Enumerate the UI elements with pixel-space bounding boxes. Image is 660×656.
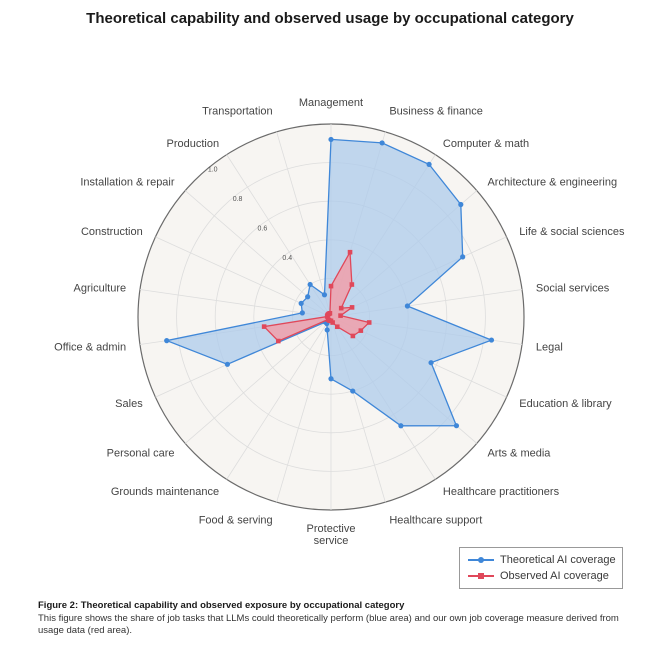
point-observed bbox=[327, 310, 333, 316]
grid-spoke bbox=[276, 131, 332, 318]
category-label: Life & social sciences bbox=[519, 226, 625, 238]
category-label: Personal care bbox=[107, 448, 175, 460]
point-observed bbox=[338, 305, 344, 311]
point-theoretical bbox=[350, 388, 356, 394]
point-observed bbox=[261, 324, 267, 329]
point-theoretical bbox=[453, 423, 460, 429]
point-theoretical bbox=[426, 161, 432, 167]
point-theoretical bbox=[458, 201, 464, 208]
category-label: Education & library bbox=[519, 398, 612, 410]
category-label: Grounds maintenance bbox=[111, 486, 219, 498]
point-theoretical bbox=[404, 303, 411, 309]
category-label: Food & serving bbox=[199, 515, 273, 527]
legend-item-observed: Observed AI coverage bbox=[468, 569, 609, 583]
category-label: Sales bbox=[115, 398, 143, 410]
point-theoretical bbox=[328, 376, 334, 382]
point-observed bbox=[366, 320, 372, 325]
category-label: Architecture & engineering bbox=[487, 176, 617, 188]
category-label: Arts & media bbox=[487, 448, 551, 460]
point-observed bbox=[328, 283, 334, 289]
point-theoretical bbox=[488, 337, 495, 343]
grid-spoke bbox=[139, 289, 332, 318]
category-label: Computer & math bbox=[443, 138, 529, 150]
category-labels: Management Business & finance Computer & m… bbox=[54, 97, 625, 547]
point-theoretical bbox=[379, 140, 385, 146]
point-observed bbox=[347, 249, 353, 255]
radial-tick-label: 0.6 bbox=[258, 225, 268, 232]
grid-spoke bbox=[226, 316, 332, 480]
category-label: Healthcare support bbox=[389, 515, 482, 527]
point-theoretical bbox=[428, 360, 434, 366]
caption-body: This figure shows the share of job tasks… bbox=[38, 612, 619, 637]
point-observed bbox=[276, 338, 281, 344]
category-label: Installation & repair bbox=[80, 176, 174, 188]
grid-spoke bbox=[276, 316, 332, 503]
radar-series bbox=[164, 136, 495, 429]
point-theoretical bbox=[164, 338, 170, 344]
point-theoretical bbox=[307, 281, 313, 288]
legend-swatch-observed bbox=[468, 571, 494, 581]
grid-spoke bbox=[184, 316, 332, 444]
legend-label-theoretical: Theoretical AI coverage bbox=[500, 554, 616, 566]
legend-label-observed: Observed AI coverage bbox=[500, 570, 609, 582]
category-label: Production bbox=[166, 138, 219, 150]
legend-swatch-theoretical bbox=[468, 555, 494, 565]
point-observed bbox=[338, 313, 343, 318]
point-theoretical bbox=[324, 327, 330, 333]
point-theoretical bbox=[299, 310, 305, 316]
category-label: Healthcare practitioners bbox=[443, 486, 560, 498]
point-observed bbox=[325, 317, 331, 322]
category-label: Protective service bbox=[307, 523, 356, 547]
point-theoretical bbox=[328, 136, 334, 143]
chart-title: Theoretical capability and observed usag… bbox=[86, 10, 574, 27]
point-theoretical bbox=[224, 361, 231, 367]
point-observed bbox=[350, 333, 356, 339]
radial-tick-label: 0.8 bbox=[233, 196, 243, 203]
chart-legend: Theoretical AI coverage Observed AI cove… bbox=[459, 547, 623, 589]
point-theoretical bbox=[321, 292, 328, 298]
point-theoretical bbox=[305, 294, 311, 300]
category-label: Office & admin bbox=[54, 341, 126, 353]
point-theoretical bbox=[398, 423, 404, 429]
category-label: Social services bbox=[536, 283, 610, 295]
category-label: Agriculture bbox=[74, 283, 127, 295]
category-label: Construction bbox=[81, 226, 143, 238]
radial-tick-label: 0.4 bbox=[282, 255, 292, 262]
figure-caption: Figure 2: Theoretical capability and obs… bbox=[38, 600, 638, 638]
legend-item-theoretical: Theoretical AI coverage bbox=[468, 553, 616, 567]
category-label: Business & finance bbox=[389, 105, 483, 117]
point-theoretical bbox=[460, 254, 466, 260]
point-observed bbox=[358, 328, 364, 333]
radar-chart: 0.4 0.6 0.8 1.0 Management Business & financ… bbox=[54, 97, 625, 547]
category-label: Management bbox=[299, 97, 363, 109]
radial-tick-label: 1.0 bbox=[208, 166, 218, 173]
category-label: Transportation bbox=[202, 105, 273, 117]
point-observed bbox=[349, 305, 355, 310]
caption-title: Figure 2: Theoretical capability and obs… bbox=[38, 600, 405, 611]
radial-ticks: 0.4 0.6 0.8 1.0 bbox=[208, 166, 292, 262]
point-observed bbox=[334, 324, 340, 330]
point-theoretical bbox=[298, 300, 304, 306]
point-observed bbox=[349, 282, 355, 287]
category-label: Legal bbox=[536, 341, 563, 353]
